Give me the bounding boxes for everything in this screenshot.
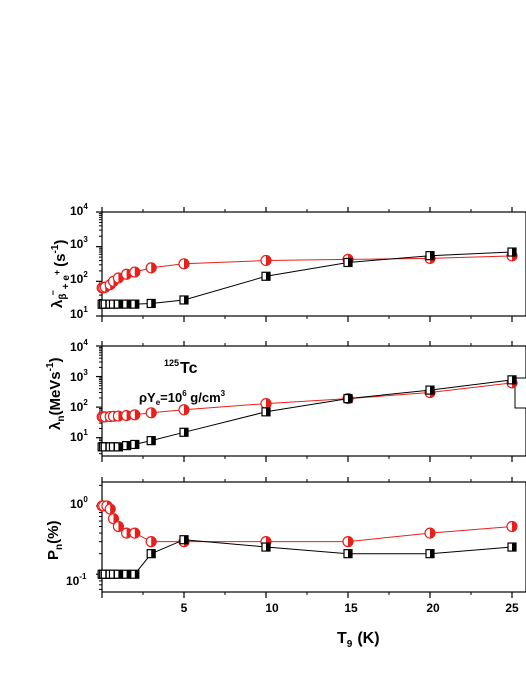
series-group-top [96, 247, 518, 309]
data-point [113, 299, 124, 309]
panel-top: 101 102 103 104 λβ−+ e+(s-1) [48, 202, 526, 322]
svg-text:102: 102 [70, 398, 88, 414]
data-point [506, 520, 518, 533]
data-point [260, 254, 272, 267]
data-point [261, 407, 271, 417]
y-tick-label: 103 [70, 368, 88, 384]
data-point [113, 442, 124, 452]
data-point [145, 407, 157, 419]
x-tick-label: 15 [344, 601, 358, 615]
data-point [261, 542, 271, 552]
nucleus-label: 125Tc [164, 358, 198, 377]
data-point [130, 569, 140, 579]
svg-text:10: 10 [265, 601, 279, 615]
data-point [261, 271, 271, 281]
data-point [129, 527, 141, 539]
data-point [425, 385, 435, 395]
data-point [507, 375, 517, 385]
legend-box [514, 377, 526, 409]
data-point [146, 436, 156, 446]
density-label: ρYe=106 g/cm3 [139, 389, 226, 407]
data-point [507, 542, 517, 552]
data-point [146, 298, 156, 309]
svg-text:10-1: 10-1 [66, 572, 87, 588]
x-tick-label: 25 [505, 601, 519, 615]
data-point [130, 439, 140, 450]
panel-bottom: 10-1 100 Pn(%) 5 10 15 20 25 T9 (K) [45, 477, 526, 650]
y-tick-label: 100 [70, 495, 88, 511]
data-point [129, 409, 141, 421]
svg-text:5: 5 [181, 601, 188, 615]
y-tick-label: 101 [70, 428, 88, 444]
y-tick-label: 104 [70, 338, 88, 354]
data-point [113, 569, 124, 579]
data-point [424, 527, 436, 539]
data-point [121, 569, 132, 579]
plot-frame-top [101, 211, 526, 317]
data-point [145, 536, 157, 548]
data-point [343, 393, 353, 404]
data-point [425, 251, 435, 261]
data-point [179, 535, 189, 545]
data-point [178, 258, 190, 270]
data-point [425, 549, 435, 559]
plot-frame-middle [101, 345, 526, 457]
svg-text:101: 101 [70, 305, 88, 321]
y-tick-label: 104 [70, 202, 88, 218]
svg-text:103: 103 [70, 235, 88, 251]
svg-text:100: 100 [70, 495, 88, 511]
svg-text:20: 20 [426, 601, 440, 615]
svg-text:15: 15 [344, 601, 358, 615]
data-point [343, 257, 353, 268]
svg-text:102: 102 [70, 270, 88, 286]
data-point [146, 549, 156, 559]
data-point [129, 266, 141, 278]
panel-middle: 101 102 103 104 λn(MeVs-1) 125Tc ρYe=106… [45, 338, 526, 462]
data-point [130, 299, 140, 309]
svg-text:104: 104 [70, 202, 88, 218]
y-axis-label-bottom: Pn(%) [45, 521, 65, 560]
data-point [342, 536, 354, 548]
data-point [179, 427, 189, 437]
series-line [102, 539, 513, 575]
svg-text:101: 101 [70, 428, 88, 444]
data-point [112, 520, 125, 533]
svg-text:103: 103 [70, 368, 88, 384]
data-point [178, 404, 190, 416]
data-point [260, 398, 272, 410]
data-point [179, 295, 189, 305]
x-tick-label: 5 [181, 601, 188, 615]
y-tick-label: 102 [70, 270, 88, 286]
data-point [121, 299, 132, 309]
series-group-middle [96, 375, 518, 452]
y-axis-label-middle: λn(MeVs-1) [45, 357, 67, 430]
svg-text:25: 25 [505, 601, 519, 615]
data-point [104, 503, 116, 515]
data-point [121, 441, 132, 451]
y-tick-label: 10-1 [66, 572, 87, 588]
plot-frame-bottom [101, 481, 526, 593]
series-line [102, 255, 513, 289]
y-tick-label: 101 [70, 305, 88, 321]
series-group-bottom [96, 500, 518, 579]
y-tick-label: 103 [70, 235, 88, 251]
data-point [507, 247, 517, 257]
data-point [343, 549, 353, 559]
x-tick-label: 20 [426, 601, 440, 615]
data-point [145, 262, 157, 274]
series-line [102, 505, 513, 543]
x-tick-label: 10 [265, 601, 279, 615]
axis-ticks-top [96, 207, 513, 322]
axis-ticks-bottom [96, 477, 513, 598]
x-axis-label: T9 (K) [337, 630, 380, 650]
svg-text:104: 104 [70, 338, 88, 354]
y-tick-label: 102 [70, 398, 88, 414]
y-axis-label-top: λβ−+ e+(s-1) [48, 240, 72, 308]
